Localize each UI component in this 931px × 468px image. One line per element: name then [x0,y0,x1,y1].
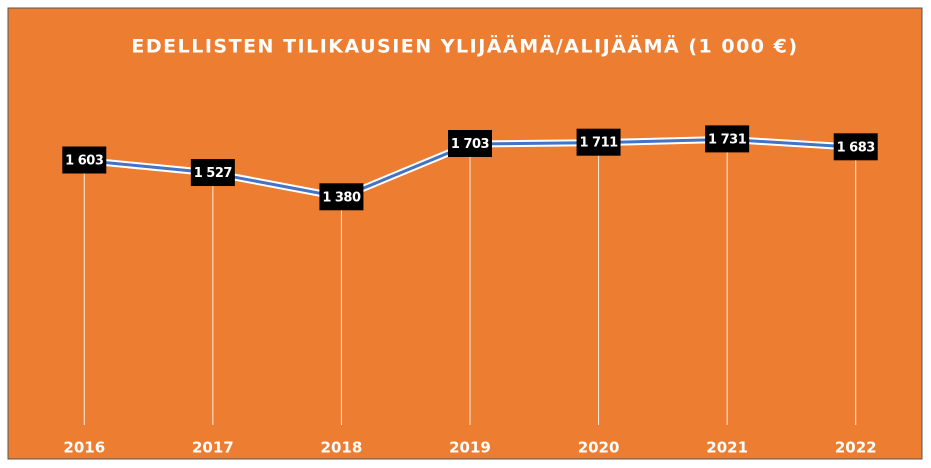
chart-title: EDELLISTEN TILIKAUSIEN YLIJÄÄMÄ/ALIJÄÄMÄ… [131,34,798,58]
data-label-box [62,146,107,174]
data-label: 1 527 [194,166,233,181]
data-label: 1 711 [579,136,618,151]
x-tick-label: 2018 [321,439,363,457]
x-tick-label: 2022 [835,439,877,457]
data-label-box [705,125,750,153]
chart-background [7,7,923,460]
x-tick-label: 2020 [578,439,620,457]
data-label-box [448,130,492,158]
data-label: 1 380 [322,190,361,205]
x-tick-label: 2021 [706,439,748,457]
data-label: 1 703 [451,137,490,152]
data-label: 1 603 [65,154,104,169]
x-tick-label: 2017 [192,439,234,457]
data-label-box [576,128,621,156]
data-label: 1 683 [837,140,876,155]
data-label-box [319,183,364,211]
data-label-box [190,159,235,187]
x-tick-label: 2016 [63,439,105,457]
data-label: 1 731 [708,132,747,147]
data-label-box [833,133,878,161]
x-tick-label: 2019 [449,439,491,457]
